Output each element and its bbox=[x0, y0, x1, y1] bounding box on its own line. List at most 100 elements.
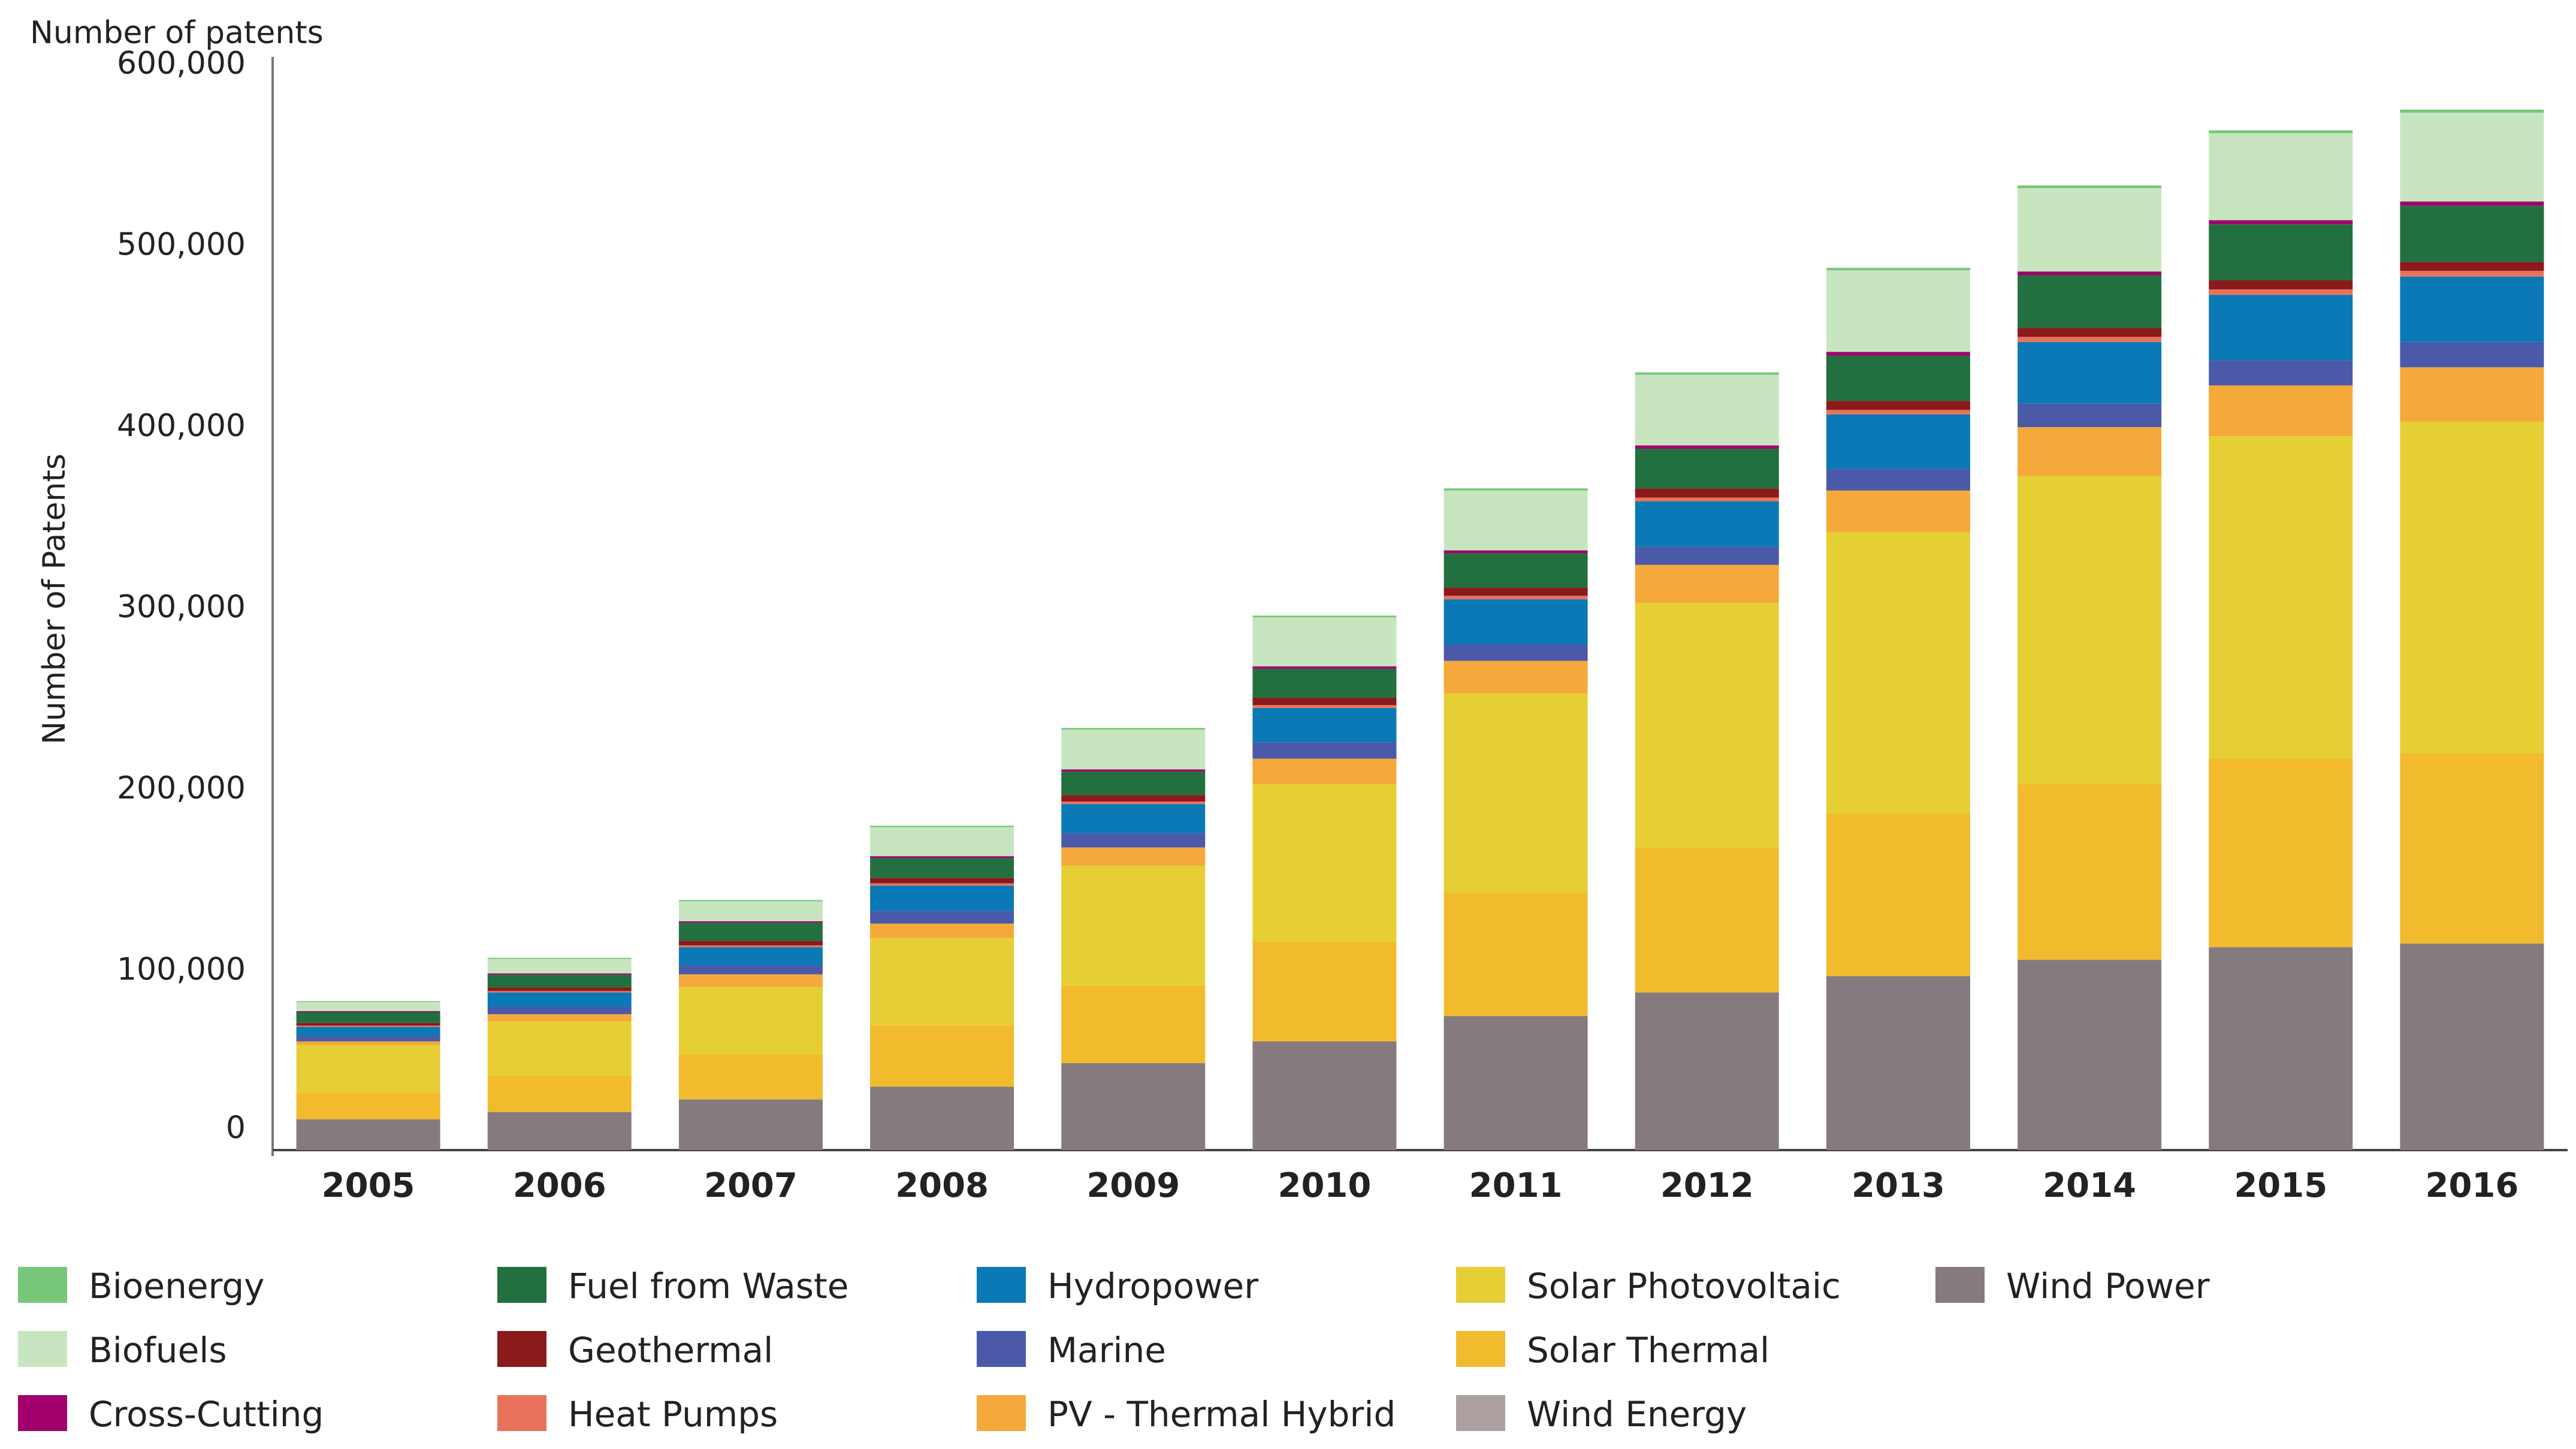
y-tick-label: 100,000 bbox=[117, 952, 246, 988]
bar-segment-cross-cutting bbox=[1443, 550, 1588, 553]
bar-segment-wind-power bbox=[1061, 1063, 1206, 1150]
bar-segment-fuel-from-waste bbox=[870, 858, 1014, 878]
bar-segment-geothermal bbox=[2400, 262, 2544, 271]
labels-group: Number of patents Number of Patents 0 100,0… bbox=[30, 15, 2518, 1205]
bar-segment-bioenergy bbox=[2018, 185, 2162, 189]
bar-segment-geothermal bbox=[1443, 588, 1588, 596]
legend-item-fuel-from-waste: Fuel from Waste bbox=[497, 1266, 848, 1306]
bar-segment-cross-cutting bbox=[2209, 220, 2353, 225]
bar-segment-solar-thermal bbox=[870, 1025, 1014, 1087]
bar-segment-geothermal bbox=[2018, 328, 2162, 337]
bar-segment-solar-thermal bbox=[1252, 942, 1397, 1042]
bar-segment-marine bbox=[2018, 403, 2162, 428]
legend-item-pv-thermal-hybrid: PV - Thermal Hybrid bbox=[977, 1394, 1396, 1435]
bars-group bbox=[296, 110, 2544, 1150]
legend-item-heat-pumps: Heat Pumps bbox=[497, 1394, 778, 1435]
bar-segment-bioenergy bbox=[870, 825, 1014, 827]
bar-segment-biofuels bbox=[1826, 270, 1970, 352]
bar-segment-biofuels bbox=[678, 901, 823, 921]
bar-segment-marine bbox=[1443, 645, 1588, 661]
bar-segment-marine bbox=[1061, 833, 1206, 848]
legend-label: Bioenergy bbox=[89, 1266, 264, 1306]
legend-item-solar-photovoltaic: Solar Photovoltaic bbox=[1456, 1266, 1841, 1306]
bar-segment-solar-photovoltaic bbox=[2400, 421, 2544, 754]
bar-segment-geothermal bbox=[296, 1023, 440, 1026]
bar-segment-heat-pumps bbox=[1826, 410, 1970, 415]
legend-swatch bbox=[1935, 1267, 1985, 1303]
bar-segment-geothermal bbox=[1061, 795, 1206, 801]
bar-segment-geothermal bbox=[870, 878, 1014, 884]
bar-segment-biofuels bbox=[1061, 729, 1206, 770]
bar-segment-biofuels bbox=[870, 827, 1014, 857]
bar-stack-2011 bbox=[1443, 488, 1588, 1150]
legend-swatch bbox=[497, 1267, 546, 1303]
bar-segment-marine bbox=[487, 1007, 632, 1015]
bar-segment-fuel-from-waste bbox=[1061, 772, 1206, 795]
bar-segment-pv-thermal-hybrid bbox=[1061, 847, 1206, 866]
bar-segment-solar-photovoltaic bbox=[1252, 784, 1397, 942]
legend-label: Cross-Cutting bbox=[89, 1394, 324, 1435]
bar-segment-geothermal bbox=[1635, 488, 1779, 498]
bar-segment-marine bbox=[2400, 341, 2544, 368]
bar-segment-fuel-from-waste bbox=[487, 975, 632, 988]
x-tick-label: 2016 bbox=[2425, 1166, 2518, 1205]
bar-segment-marine bbox=[1252, 742, 1397, 759]
bar-segment-solar-thermal bbox=[487, 1075, 632, 1112]
bar-stack-2005 bbox=[296, 1001, 440, 1150]
bar-segment-heat-pumps bbox=[1635, 497, 1779, 502]
legend-swatch bbox=[977, 1395, 1026, 1431]
x-tick-label: 2007 bbox=[704, 1166, 798, 1205]
bar-segment-hydropower bbox=[2209, 295, 2353, 361]
bar-stack-2012 bbox=[1635, 372, 1779, 1150]
bar-segment-cross-cutting bbox=[2018, 271, 2162, 276]
bar-stack-2014 bbox=[2018, 185, 2162, 1150]
bar-segment-heat-pumps bbox=[2018, 337, 2162, 342]
bar-segment-heat-pumps bbox=[487, 991, 632, 993]
legend-item-wind-energy: Wind Energy bbox=[1456, 1394, 1747, 1435]
legend-label: PV - Thermal Hybrid bbox=[1047, 1394, 1396, 1435]
bar-segment-pv-thermal-hybrid bbox=[678, 974, 823, 987]
bar-segment-fuel-from-waste bbox=[1443, 553, 1588, 588]
x-tick-label: 2015 bbox=[2234, 1166, 2327, 1205]
legend-swatch bbox=[1456, 1267, 1505, 1303]
y-axis-label: Number of Patents bbox=[37, 453, 73, 745]
bar-segment-cross-cutting bbox=[2400, 201, 2544, 206]
x-tick-label: 2008 bbox=[895, 1166, 989, 1205]
bar-segment-solar-photovoltaic bbox=[1826, 532, 1970, 813]
bar-segment-bioenergy bbox=[1443, 488, 1588, 491]
bar-segment-biofuels bbox=[2018, 188, 2162, 272]
bar-segment-fuel-from-waste bbox=[1635, 449, 1779, 489]
bar-segment-bioenergy bbox=[678, 900, 823, 902]
y-tick-label: 600,000 bbox=[117, 46, 246, 81]
bar-segment-hydropower bbox=[1061, 804, 1206, 833]
legend-label: Hydropower bbox=[1047, 1266, 1258, 1306]
legend-label: Solar Photovoltaic bbox=[1527, 1266, 1841, 1306]
legend-label: Heat Pumps bbox=[568, 1394, 778, 1435]
legend-item-wind-power: Wind Power bbox=[1935, 1266, 2210, 1306]
legend-swatch bbox=[977, 1331, 1026, 1367]
bar-segment-solar-photovoltaic bbox=[487, 1021, 632, 1076]
x-tick-label: 2014 bbox=[2043, 1166, 2136, 1205]
bar-segment-bioenergy bbox=[1252, 615, 1397, 618]
bar-segment-cross-cutting bbox=[1061, 769, 1206, 772]
bar-segment-hydropower bbox=[2400, 276, 2544, 342]
bar-segment-heat-pumps bbox=[870, 883, 1014, 886]
x-tick-label: 2010 bbox=[1278, 1166, 1371, 1205]
legend-item-bioenergy: Bioenergy bbox=[18, 1266, 264, 1306]
bar-segment-marine bbox=[1635, 546, 1779, 565]
bar-segment-wind-power bbox=[1252, 1041, 1397, 1150]
bar-segment-bioenergy bbox=[296, 1001, 440, 1002]
bar-stack-2016 bbox=[2400, 110, 2544, 1150]
bar-segment-fuel-from-waste bbox=[2209, 224, 2353, 280]
bar-segment-hydropower bbox=[487, 992, 632, 1008]
bar-segment-biofuels bbox=[487, 958, 632, 974]
bar-segment-heat-pumps bbox=[1061, 801, 1206, 804]
legend-swatch bbox=[18, 1395, 67, 1431]
legend-swatch bbox=[977, 1267, 1026, 1303]
legend-item-solar-thermal: Solar Thermal bbox=[1456, 1330, 1769, 1371]
bar-segment-marine bbox=[870, 910, 1014, 924]
bar-stack-2009 bbox=[1061, 728, 1206, 1150]
legend-item-biofuels: Biofuels bbox=[18, 1330, 227, 1371]
bar-segment-cross-cutting bbox=[1252, 666, 1397, 669]
y-tick-label: 400,000 bbox=[117, 408, 246, 444]
